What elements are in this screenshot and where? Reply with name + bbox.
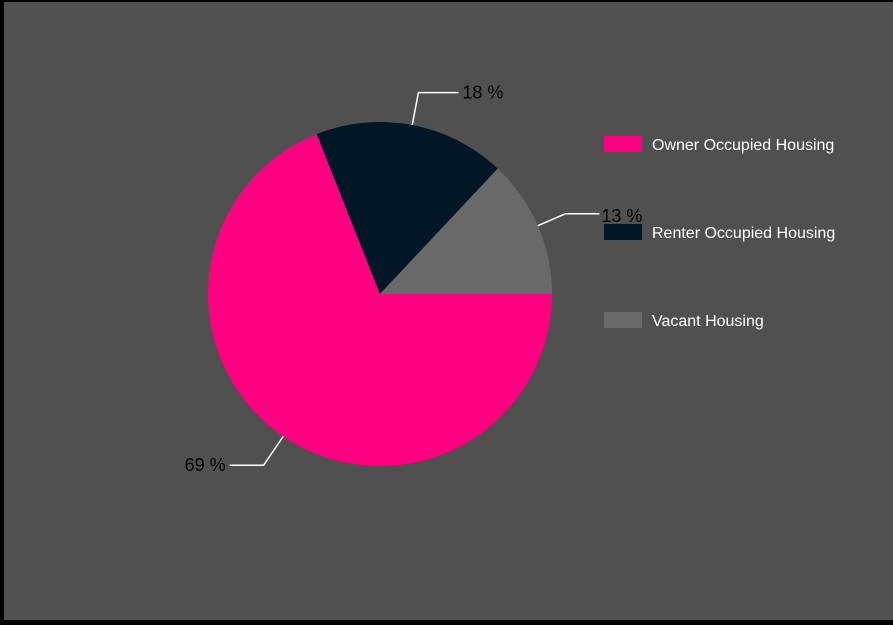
value-label-vacant-housing: 13 % [601, 206, 642, 226]
legend-label-vacant-housing: Vacant Housing [652, 313, 764, 330]
legend-swatch-owner-occupied-housing [604, 136, 642, 152]
pie-slice-renter-occupied-housing [316, 122, 498, 295]
legend-swatch-renter-occupied-housing [604, 224, 642, 240]
value-label-owner-occupied-housing: 69 % [185, 455, 226, 475]
legend-swatch-vacant-housing [604, 312, 642, 328]
value-label-renter-occupied-housing: 18 % [462, 83, 503, 103]
leader-line-owner-occupied-housing [229, 435, 284, 466]
legend-label-renter-occupied-housing: Renter Occupied Housing [652, 225, 835, 242]
leader-lines-layer [229, 91, 600, 466]
leader-line-vacant-housing [537, 213, 600, 227]
pie-slice-vacant-housing [380, 168, 552, 294]
legend: Owner Occupied Housing Renter Occupied Ho… [604, 136, 835, 330]
slices-layer [208, 122, 553, 467]
leader-line-renter-occupied-housing [411, 91, 459, 126]
pie-chart: 69 % 18 % 13 % Owner Occupied Housing Rente… [185, 83, 836, 476]
legend-label-owner-occupied-housing: Owner Occupied Housing [652, 137, 834, 154]
pie-slice-owner-occupied-housing [208, 134, 553, 467]
value-labels-layer: 69 % 18 % 13 % [185, 83, 643, 476]
